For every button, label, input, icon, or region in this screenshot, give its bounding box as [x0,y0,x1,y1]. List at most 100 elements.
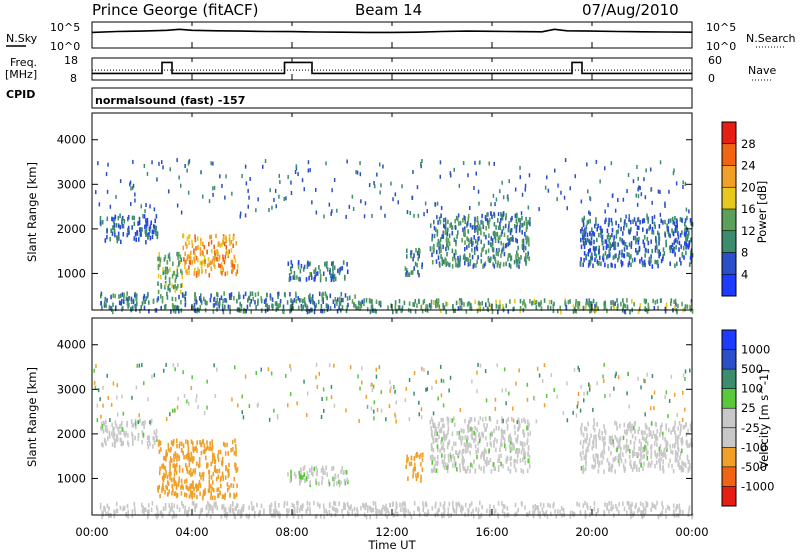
heatmap-cell [333,277,335,283]
heatmap-cell [676,223,678,229]
heatmap-cell [690,259,692,265]
heatmap-cell [215,233,217,239]
heatmap-cell [220,295,223,300]
heatmap-cell [375,505,377,510]
heatmap-cell [684,222,686,227]
heatmap-cell [458,261,460,267]
heatmap-cell [286,300,289,305]
heatmap-cell [454,218,456,224]
heatmap-cell [655,433,657,439]
heatmap-cell [193,446,196,452]
heatmap-cell [172,261,174,267]
heatmap-cell [366,306,369,312]
heatmap-cell [594,463,597,468]
heatmap-cell [233,265,235,270]
heatmap-cell [371,388,374,393]
heatmap-cell [524,505,526,510]
heatmap-cell [149,204,151,209]
heatmap-cell [183,455,185,460]
heatmap-cell [408,378,411,382]
heatmap-cell [116,435,118,440]
heatmap-cell [430,468,433,473]
heatmap-cell [359,306,361,311]
heatmap-cell [322,296,324,302]
heatmap-cell [153,207,156,212]
heatmap-cell [102,443,104,448]
heatmap-cell [436,242,439,248]
heatmap-cell [582,219,585,224]
heatmap-cell [297,296,299,301]
heatmap-cell [501,216,504,221]
heatmap-cell [421,308,424,314]
heatmap-cell [172,304,174,310]
heatmap-cell [466,236,468,241]
heatmap-cell [598,232,600,238]
heatmap-cell [526,440,528,446]
velocity-colorbar-segment [722,369,736,389]
heatmap-cell [507,466,510,471]
heatmap-cell [216,505,218,511]
heatmap-cell [197,405,199,409]
heatmap-cell [431,252,433,257]
heatmap-cell [492,193,495,198]
heatmap-cell [194,267,196,273]
heatmap-cell [113,222,116,227]
noise-sky-line [91,28,693,34]
heatmap-cell [643,235,646,240]
heatmap-cell [439,244,442,249]
heatmap-cell [688,505,691,510]
heatmap-cell [342,514,344,519]
heatmap-cell [638,185,640,190]
heatmap-cell [646,309,649,314]
heatmap-cell [526,437,529,443]
heatmap-cell [432,411,435,416]
heatmap-cell [595,440,597,445]
heatmap-cell [316,470,318,476]
heatmap-cell [157,289,160,295]
heatmap-cell [327,304,329,309]
heatmap-cell [657,249,659,254]
heatmap-cell [596,227,598,232]
heatmap-cell [580,466,583,471]
heatmap-cell [130,419,133,424]
heatmap-cell [483,451,485,456]
heatmap-cell [430,430,433,435]
heatmap-cell [303,298,305,303]
heatmap-cell [653,406,655,411]
heatmap-cell [458,430,461,436]
heatmap-cell [588,259,591,265]
heatmap-cell [320,308,322,314]
heatmap-cell [629,310,631,315]
heatmap-cell [681,460,683,465]
heatmap-cell [117,426,119,432]
heatmap-cell [321,397,323,401]
time-tick-label: 00:00 [675,525,708,539]
heatmap-cell [520,468,523,473]
heatmap-cell [175,274,178,279]
heatmap-cell [116,395,118,400]
heatmap-cell [497,260,499,266]
heatmap-cell [171,477,173,483]
heatmap-cell [673,425,676,430]
heatmap-cell [171,408,174,413]
heatmap-cell [332,265,334,271]
heatmap-cell [366,404,369,409]
heatmap-cell [656,500,658,506]
heatmap-cell [111,216,113,222]
heatmap-cell [168,503,170,508]
heatmap-cell [671,450,674,455]
heatmap-cell [165,457,167,462]
heatmap-cell [108,432,111,437]
heatmap-cell [159,493,161,499]
heatmap-cell [471,379,473,384]
heatmap-cell [606,505,609,510]
heatmap-cell [132,299,135,305]
heatmap-cell [102,510,104,515]
heatmap-cell [121,394,123,399]
heatmap-cell [141,227,143,232]
heatmap-cell [479,160,481,165]
heatmap-cell [376,172,378,177]
heatmap-cell [643,259,646,265]
heatmap-cell [648,259,650,265]
heatmap-cell [162,463,164,468]
